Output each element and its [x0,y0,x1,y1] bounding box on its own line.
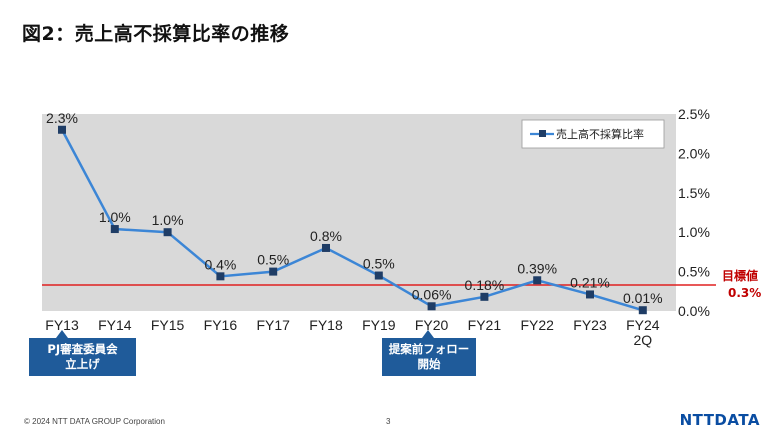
data-point [638,306,647,315]
x-tick-label: FY13 [45,317,79,333]
data-label: 0.39% [517,260,557,276]
data-label: 0.21% [570,274,610,290]
legend-label: 売上高不採算比率 [556,127,644,141]
data-label: 0.01% [623,290,663,306]
data-point [322,243,330,252]
legend-marker [539,130,546,137]
x-tick-label: FY24 2Q [626,317,660,348]
y-tick-label: 0.5% [678,264,710,280]
data-point [374,271,383,280]
callout-line: 開始 [417,357,441,371]
company-logo: NTTDATA [679,411,760,429]
callout-arrow [422,330,434,338]
page-number: 3 [386,417,391,426]
data-point [427,302,436,311]
x-tick-label: FY14 [98,317,132,333]
y-tick-label: 1.5% [678,185,710,201]
data-point [533,276,542,285]
callout-line: PJ審査委員会 [47,342,118,356]
y-tick-label: 2.0% [678,145,710,161]
copyright: © 2024 NTT DATA GROUP Corporation [24,417,165,426]
data-point [269,267,278,276]
callout-line: 提案前フォロー [388,342,470,356]
callout-proposal-follow: 提案前フォロー 開始 [382,338,476,376]
data-label: 1.0% [152,212,184,228]
data-point [586,290,594,299]
data-label: 0.06% [412,286,452,302]
y-tick-label: 2.5% [678,106,710,122]
legend: 売上高不採算比率 [521,119,665,149]
data-point [163,228,172,237]
x-tick-label: FY19 [362,317,396,333]
x-tick-label: FY20 [415,317,449,333]
y-tick-label: 0.0% [678,303,710,319]
target-label: 目標値 [722,268,758,283]
data-point [110,225,119,234]
x-tick-label: FY23 [573,317,607,333]
data-label: 0.5% [363,256,395,272]
data-label: 0.18% [465,277,505,293]
callout-pj-committee: PJ審査委員会 立上げ [29,338,136,376]
data-label: 2.3% [46,110,78,126]
data-label: 0.8% [310,228,342,244]
data-label: 1.0% [99,209,131,225]
callout-arrow [56,330,68,338]
x-tick-label: FY22 [520,317,554,333]
page-title: 図2：売上高不採算比率の推移 [22,23,290,45]
data-label: 0.5% [257,252,289,268]
data-point [480,292,489,301]
series-line [60,129,644,312]
x-tick-label: FY17 [256,317,290,333]
x-tick-label: FY18 [309,317,343,333]
data-point [58,125,66,134]
x-tick-label: FY15 [151,317,185,333]
callout-line: 立上げ [65,357,100,371]
target-value-label: 0.3% [728,286,761,300]
data-label: 0.4% [204,256,236,272]
data-point [216,272,225,281]
x-tick-label: FY21 [468,317,502,333]
y-tick-label: 1.0% [678,224,710,240]
x-tick-label: FY16 [204,317,238,333]
